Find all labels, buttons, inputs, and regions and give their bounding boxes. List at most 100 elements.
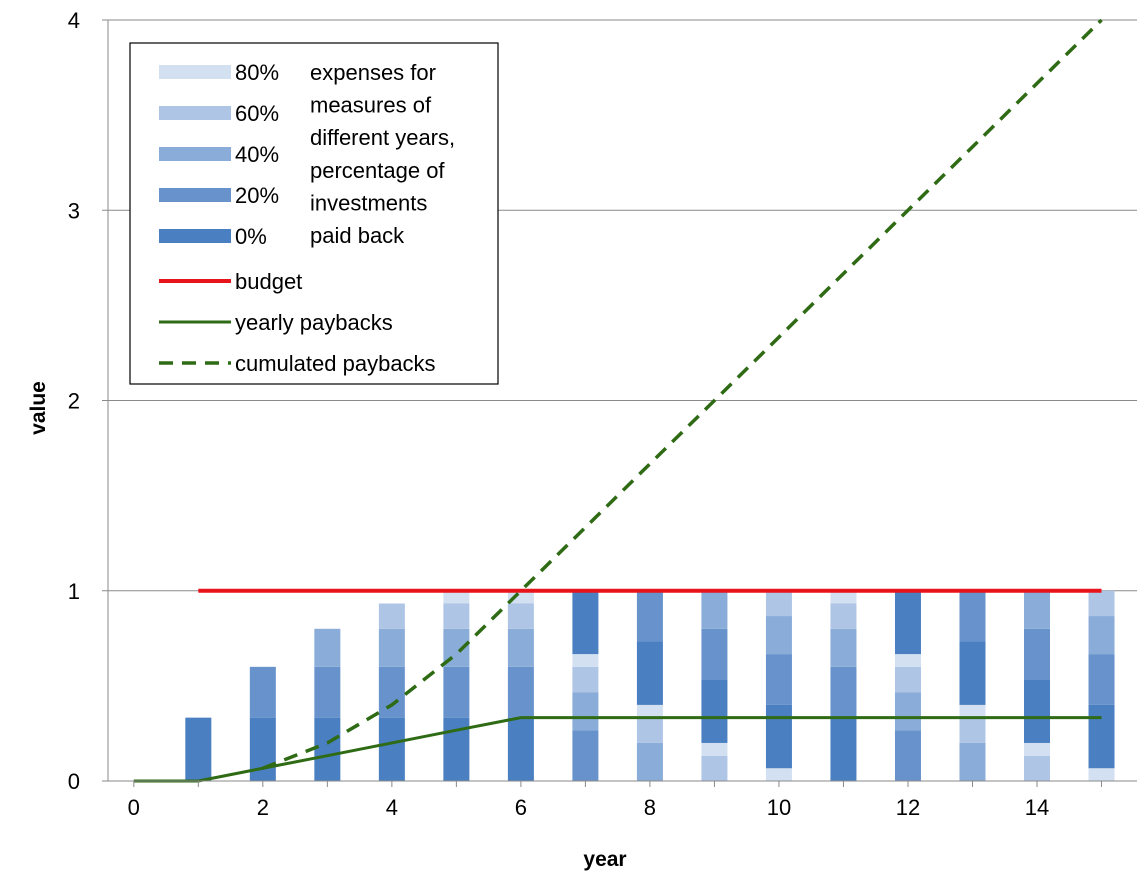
bar-segment bbox=[830, 717, 857, 781]
bar-segment bbox=[894, 692, 921, 731]
bar-segment bbox=[378, 628, 405, 667]
bar-segment bbox=[378, 603, 405, 629]
bar-segment bbox=[701, 590, 728, 629]
bar-segment bbox=[1024, 679, 1051, 743]
bar-segment bbox=[636, 590, 663, 642]
bar-segment bbox=[443, 590, 470, 604]
bar-segment bbox=[1088, 654, 1115, 705]
x-tick-label: 8 bbox=[644, 795, 656, 820]
bar-segment bbox=[765, 768, 792, 781]
bar-segment bbox=[701, 755, 728, 781]
legend-caption-line: investments bbox=[310, 190, 427, 215]
bar-segment bbox=[959, 704, 986, 718]
bar-segment bbox=[636, 641, 663, 705]
legend-label: 60% bbox=[235, 101, 279, 126]
bar-segment bbox=[1088, 616, 1115, 655]
bar-segment bbox=[701, 742, 728, 756]
bar-segment bbox=[249, 666, 276, 718]
legend-swatch bbox=[159, 65, 231, 79]
y-tick-label: 2 bbox=[68, 389, 80, 414]
bar-series bbox=[185, 590, 1115, 781]
x-tick-label: 4 bbox=[386, 795, 398, 820]
legend: 80% 60% 40% 20% 0% expenses for measures of dif… bbox=[129, 42, 499, 385]
x-axis-label: year bbox=[583, 848, 626, 871]
bar-segment bbox=[572, 654, 599, 667]
legend-label: yearly paybacks bbox=[235, 310, 393, 335]
bar-segment bbox=[314, 717, 341, 781]
legend-label: 0% bbox=[235, 224, 267, 249]
bar-segment bbox=[1088, 590, 1115, 617]
legend-caption-line: expenses for bbox=[310, 60, 436, 85]
bar-segment bbox=[636, 717, 663, 743]
yearly-paybacks-line bbox=[133, 716, 1102, 783]
bar-segment bbox=[830, 666, 857, 718]
bar-segment bbox=[1024, 742, 1051, 756]
legend-label: 20% bbox=[235, 183, 279, 208]
y-tick-label: 0 bbox=[68, 769, 80, 794]
bar-segment bbox=[765, 654, 792, 705]
cumulated-paybacks-line bbox=[262, 18, 1103, 770]
bar-segment bbox=[443, 666, 470, 718]
legend-swatch bbox=[159, 229, 231, 243]
x-tick-label: 14 bbox=[1025, 795, 1049, 820]
x-tick-label: 2 bbox=[257, 795, 269, 820]
legend-caption-line: percentage of bbox=[310, 158, 445, 183]
bar-segment bbox=[636, 742, 663, 781]
bar-segment bbox=[765, 704, 792, 769]
bar-segment bbox=[830, 603, 857, 629]
bar-segment bbox=[378, 717, 405, 781]
y-tick-label: 3 bbox=[68, 198, 80, 223]
y-axis-label: value bbox=[27, 381, 50, 435]
y-tick-label: 1 bbox=[68, 579, 80, 604]
legend-caption-line: measures of bbox=[310, 93, 432, 118]
legend-label: 80% bbox=[235, 60, 279, 85]
bar-segment bbox=[378, 666, 405, 718]
legend-swatch bbox=[159, 188, 231, 202]
bar-segment bbox=[830, 628, 857, 667]
bar-segment bbox=[314, 666, 341, 718]
bar-segment bbox=[894, 654, 921, 667]
bar-segment bbox=[701, 628, 728, 680]
legend-label: cumulated paybacks bbox=[235, 351, 436, 376]
bar-segment bbox=[1024, 755, 1051, 781]
bar-segment bbox=[507, 666, 534, 718]
y-tick-label: 4 bbox=[68, 8, 80, 33]
bar-segment bbox=[572, 590, 599, 655]
x-tick-label: 12 bbox=[896, 795, 920, 820]
bar-segment bbox=[507, 603, 534, 629]
bar-segment bbox=[572, 730, 599, 781]
bar-segment bbox=[894, 730, 921, 781]
x-tick-label: 6 bbox=[515, 795, 527, 820]
bar-segment bbox=[185, 717, 212, 781]
bar-segment bbox=[572, 692, 599, 731]
legend-label: 40% bbox=[235, 142, 279, 167]
bar-segment bbox=[894, 590, 921, 655]
bar-segment bbox=[1088, 704, 1115, 769]
line-series bbox=[133, 18, 1103, 783]
bar-segment bbox=[894, 666, 921, 693]
bar-segment bbox=[314, 628, 341, 667]
legend-caption-line: different years, bbox=[310, 125, 455, 150]
bar-segment bbox=[765, 590, 792, 617]
x-tick-label: 0 bbox=[128, 795, 140, 820]
bar-segment bbox=[830, 590, 857, 604]
legend-swatch bbox=[159, 147, 231, 161]
bar-segment bbox=[507, 590, 534, 604]
legend-caption-line: paid back bbox=[310, 223, 405, 248]
x-tick-label: 10 bbox=[767, 795, 791, 820]
bar-segment bbox=[1024, 628, 1051, 680]
bar-segment bbox=[959, 742, 986, 781]
bar-segment bbox=[572, 666, 599, 693]
bar-segment bbox=[701, 679, 728, 743]
bar-segment bbox=[1088, 768, 1115, 781]
bar-segment bbox=[765, 616, 792, 655]
bar-segment bbox=[507, 717, 534, 781]
bar-segment bbox=[959, 641, 986, 705]
bar-segment bbox=[443, 603, 470, 629]
legend-swatch bbox=[159, 106, 231, 120]
bar-segment bbox=[507, 628, 534, 667]
bar-segment bbox=[636, 704, 663, 718]
bar-segment bbox=[1024, 590, 1051, 629]
